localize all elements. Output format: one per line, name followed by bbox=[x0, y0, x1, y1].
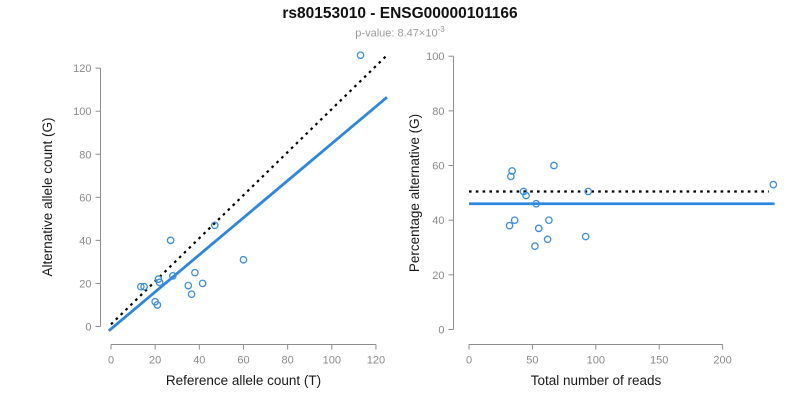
x-tick-label: 60 bbox=[237, 355, 249, 367]
y-tick-label: 20 bbox=[432, 270, 444, 282]
data-point bbox=[581, 232, 590, 241]
data-point bbox=[155, 278, 164, 287]
data-point bbox=[769, 180, 778, 189]
y-tick-label: 40 bbox=[432, 215, 444, 227]
y-tick-label: 0 bbox=[438, 325, 444, 337]
y-tick-label: 80 bbox=[79, 149, 91, 161]
data-point bbox=[168, 272, 177, 280]
data-point bbox=[545, 216, 553, 225]
x-tick-label: 120 bbox=[367, 355, 385, 367]
data-point bbox=[166, 236, 175, 245]
y-tick-label: 60 bbox=[79, 192, 91, 204]
data-point bbox=[510, 216, 519, 225]
data-point bbox=[191, 268, 199, 277]
x-tick-label: 100 bbox=[323, 355, 341, 367]
data-point bbox=[356, 51, 365, 60]
data-point bbox=[506, 172, 515, 181]
x-tick-label: 40 bbox=[193, 355, 205, 367]
data-point bbox=[153, 301, 162, 309]
data-point bbox=[184, 281, 193, 290]
y-tick-label: 100 bbox=[426, 51, 444, 63]
data-point bbox=[531, 242, 539, 250]
pvalue-exponent: -3 bbox=[437, 25, 445, 34]
data-point bbox=[543, 235, 552, 244]
right-xaxis-label: Total number of reads bbox=[531, 373, 662, 388]
data-point bbox=[532, 199, 541, 208]
left-yaxis-label: Alternative allele count (G) bbox=[40, 117, 55, 276]
right-yaxis-label: Percentage alternative (G) bbox=[407, 114, 422, 272]
regression-line bbox=[107, 96, 388, 332]
data-point bbox=[550, 161, 558, 170]
left-xaxis-label: Reference allele count (T) bbox=[166, 373, 321, 388]
y-tick-label: 60 bbox=[432, 161, 444, 173]
y-tick-label: 120 bbox=[73, 63, 91, 75]
pvalue-text: p-value: 8.47×10 bbox=[355, 27, 438, 40]
data-point bbox=[584, 187, 593, 196]
identity-dotted-line bbox=[110, 55, 387, 326]
x-tick-label: 20 bbox=[149, 355, 161, 367]
x-tick-label: 150 bbox=[650, 355, 668, 367]
y-tick-label: 80 bbox=[432, 106, 444, 118]
y-tick-label: 100 bbox=[73, 106, 91, 118]
x-tick-label: 50 bbox=[526, 355, 538, 367]
y-tick-label: 20 bbox=[79, 278, 91, 290]
x-tick-label: 0 bbox=[466, 355, 472, 367]
data-point bbox=[198, 279, 207, 288]
x-tick-label: 80 bbox=[282, 355, 294, 367]
data-point bbox=[505, 221, 514, 230]
y-tick-label: 40 bbox=[79, 235, 91, 247]
x-tick-label: 0 bbox=[108, 355, 114, 367]
x-tick-label: 200 bbox=[713, 355, 731, 367]
data-point bbox=[534, 224, 543, 233]
data-point bbox=[154, 275, 163, 283]
pvalue-subtitle: p-value: 8.47×10-3 bbox=[0, 25, 800, 40]
data-point bbox=[136, 282, 145, 291]
data-point bbox=[140, 282, 148, 291]
y-tick-label: 0 bbox=[85, 322, 91, 334]
page-title: rs80153010 - ENSG00000101166 bbox=[282, 5, 518, 22]
x-tick-label: 100 bbox=[587, 355, 605, 367]
data-point bbox=[522, 191, 530, 200]
data-point bbox=[187, 290, 196, 299]
data-point bbox=[508, 167, 516, 175]
data-point bbox=[210, 221, 219, 230]
data-point bbox=[239, 255, 248, 264]
